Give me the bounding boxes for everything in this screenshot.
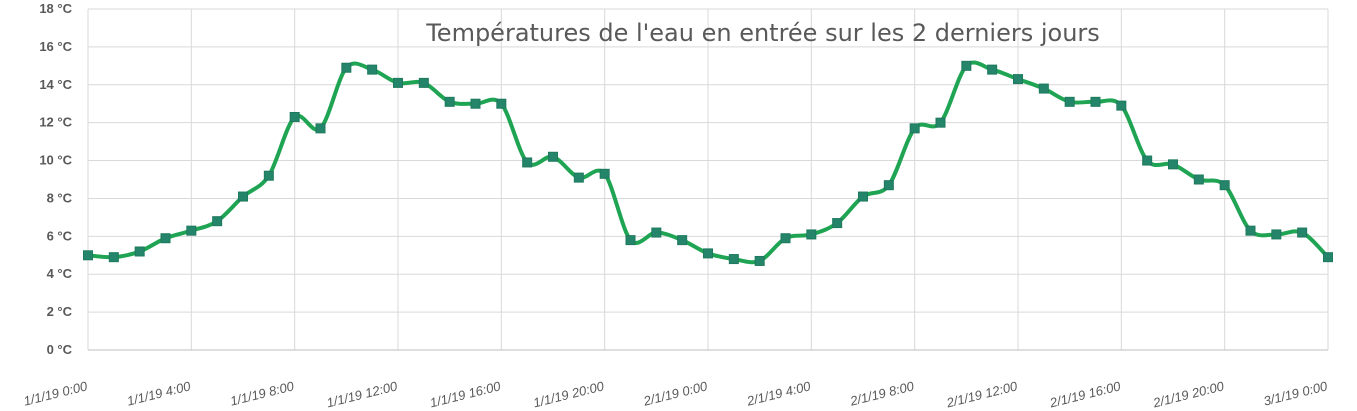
y-tick-label: 4 °C bbox=[47, 266, 73, 281]
data-point bbox=[858, 191, 868, 202]
y-tick-label: 18 °C bbox=[39, 1, 72, 16]
data-point bbox=[599, 168, 610, 179]
data-point bbox=[754, 255, 765, 266]
y-tick-label: 14 °C bbox=[39, 77, 72, 92]
data-point bbox=[522, 157, 533, 168]
data-point bbox=[496, 98, 507, 109]
x-tick-label: 1/1/19 16:00 bbox=[428, 378, 503, 410]
data-point bbox=[238, 191, 248, 202]
y-tick-label: 12 °C bbox=[39, 115, 72, 130]
x-tick-label: 1/1/19 4:00 bbox=[125, 378, 193, 408]
data-point bbox=[1193, 174, 1204, 185]
x-tick-label: 2/1/19 0:00 bbox=[641, 378, 709, 409]
data-point bbox=[1090, 96, 1101, 107]
axis-layer: 0 °C 2 °C 4 °C 6 °C 8 °C 10 °C 12 °C 14 °C 16 °C… bbox=[22, 1, 1330, 411]
data-point bbox=[987, 64, 998, 75]
data-point bbox=[832, 218, 843, 229]
x-tick-label: 1/1/19 0:00 bbox=[22, 378, 90, 408]
data-point bbox=[83, 250, 93, 261]
data-point bbox=[625, 235, 636, 246]
data-point bbox=[393, 77, 403, 88]
marker-layer bbox=[83, 60, 1333, 266]
data-point bbox=[677, 235, 688, 246]
data-point bbox=[1245, 225, 1256, 236]
data-point bbox=[703, 248, 713, 259]
x-tick-label: 1/1/19 20:00 bbox=[532, 378, 607, 410]
data-point bbox=[341, 62, 352, 73]
y-tick-label: 10 °C bbox=[39, 153, 72, 168]
y-tick-label: 2 °C bbox=[47, 304, 73, 319]
x-tick-label: 2/1/19 8:00 bbox=[848, 378, 916, 409]
data-point bbox=[367, 64, 378, 75]
data-point bbox=[935, 117, 946, 128]
data-point bbox=[1116, 100, 1127, 111]
x-tick-label: 2/1/19 20:00 bbox=[1151, 378, 1226, 410]
x-tick-label: 2/1/19 16:00 bbox=[1047, 378, 1122, 410]
x-tick-label: 2/1/19 4:00 bbox=[744, 378, 812, 409]
y-tick-label: 16 °C bbox=[39, 39, 72, 54]
data-point bbox=[883, 180, 894, 191]
data-point bbox=[186, 225, 197, 236]
grid-layer bbox=[87, 8, 1329, 350]
data-point bbox=[1219, 180, 1230, 191]
x-tick-label: 3/1/19 0:00 bbox=[1262, 378, 1330, 408]
data-point bbox=[418, 77, 429, 88]
x-tick-label: 1/1/19 12:00 bbox=[325, 378, 400, 410]
data-point bbox=[1064, 96, 1075, 107]
chart-title: Températures de l'eau en entrée sur les … bbox=[425, 19, 1100, 47]
data-point bbox=[909, 123, 920, 134]
data-point bbox=[573, 172, 584, 183]
data-point bbox=[1013, 74, 1023, 85]
data-point bbox=[1168, 159, 1178, 170]
data-point bbox=[108, 252, 119, 263]
data-point bbox=[1297, 227, 1308, 238]
data-point bbox=[289, 111, 300, 122]
data-point bbox=[160, 233, 171, 244]
x-tick-label: 1/1/19 8:00 bbox=[229, 378, 297, 408]
data-point bbox=[780, 233, 791, 244]
data-point bbox=[961, 60, 972, 71]
data-point bbox=[548, 151, 558, 162]
data-point bbox=[1323, 252, 1333, 263]
data-point bbox=[470, 98, 481, 109]
y-tick-label: 0 °C bbox=[47, 342, 73, 357]
y-tick-label: 6 °C bbox=[47, 228, 73, 243]
data-point bbox=[315, 123, 326, 134]
data-point bbox=[212, 216, 223, 227]
x-tick-label: 2/1/19 12:00 bbox=[944, 378, 1019, 410]
data-point bbox=[134, 246, 145, 257]
data-point bbox=[1038, 83, 1049, 94]
data-point bbox=[263, 170, 274, 181]
data-point bbox=[1142, 155, 1153, 166]
data-point bbox=[1271, 229, 1282, 240]
data-point bbox=[651, 227, 662, 238]
data-point bbox=[806, 229, 817, 240]
y-tick-label: 8 °C bbox=[47, 190, 73, 205]
data-point bbox=[728, 254, 739, 265]
data-point bbox=[444, 96, 455, 107]
